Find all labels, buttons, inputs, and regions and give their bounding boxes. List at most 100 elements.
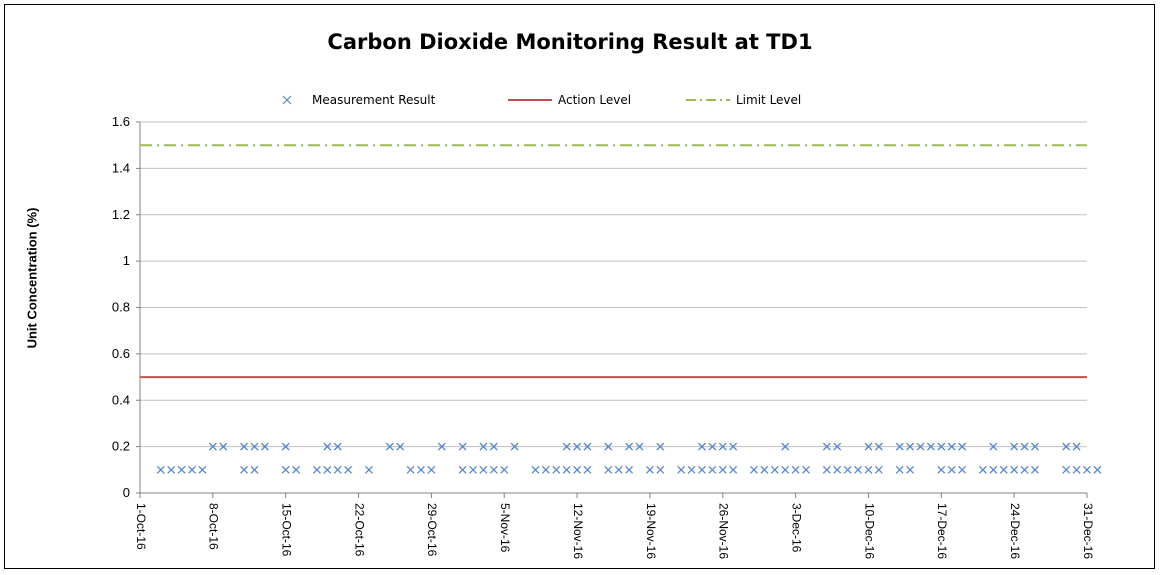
data-point [781,465,790,474]
data-point [260,442,269,451]
data-point [489,465,498,474]
legend-label-measurement: Measurement Result [312,93,436,107]
data-point [188,465,196,474]
data-point [417,465,425,474]
data-point [250,442,259,451]
data-point [573,465,582,474]
data-point [677,465,686,474]
data-point [333,465,342,474]
data-point [906,442,915,451]
y-tick-label: 0.6 [112,346,130,361]
data-point [427,465,436,474]
data-point [500,465,509,474]
y-tick-label: 1.6 [112,114,130,129]
data-point [729,442,738,451]
x-tick-label: 12-Nov-16 [571,503,585,559]
data-point [708,442,717,451]
chart-title: Carbon Dioxide Monitoring Result at TD1 [327,30,813,54]
data-point [552,465,561,474]
x-tick-label: 1-Oct-16 [134,503,148,550]
x-tick-label: 15-Oct-16 [280,503,294,557]
legend-marker-x-icon [282,95,292,105]
data-point [281,442,290,451]
data-point [541,465,550,474]
data-point [292,465,301,474]
data-point [989,465,998,474]
x-tick-label: 10-Dec-16 [862,503,876,559]
data-point [656,465,665,474]
data-point [687,465,696,474]
data-point [729,465,738,474]
data-point [937,465,946,474]
data-point [926,442,935,451]
data-point [469,465,477,474]
data-point [479,442,488,451]
data-point [604,442,613,451]
data-point [1010,465,1019,474]
y-tick-label: 1.4 [112,160,130,175]
data-point [843,465,852,474]
data-point [822,465,831,474]
data-point [854,465,863,474]
data-point [240,465,249,474]
x-tick-label: 3-Dec-16 [789,503,803,553]
data-point [479,465,488,474]
data-point [906,465,915,474]
data-point [198,465,207,474]
data-point [177,465,186,474]
data-point [385,442,394,451]
data-point [999,465,1008,474]
x-tick-label: 29-Oct-16 [425,503,439,557]
data-point [697,442,706,451]
y-tick-label: 0.8 [112,300,130,315]
x-tick-label: 22-Oct-16 [352,503,366,557]
data-point [562,465,571,474]
data-point [635,442,644,451]
data-point [874,465,883,474]
data-point [364,465,373,474]
data-point [958,442,967,451]
data-point [604,465,613,474]
data-point [323,442,332,451]
data-point [822,442,831,451]
data-point [510,442,519,451]
legend-line-solid-icon [508,99,552,101]
data-point [1010,442,1019,451]
y-tick-label: 0 [123,485,130,500]
y-tick-label: 0.4 [112,392,130,407]
data-point [458,465,467,474]
x-tick-label: 31-Dec-16 [1081,503,1095,559]
data-point [406,465,415,474]
data-point [1031,465,1039,474]
y-tick-label: 1.2 [112,207,130,222]
data-point [916,442,925,451]
data-point [864,465,873,474]
legend-item-limit: Limit Level [686,93,801,107]
legend-line-dashdot-icon [686,99,730,101]
data-point [760,465,769,474]
data-point [947,442,956,451]
data-point [1062,465,1071,474]
data-point [489,442,498,451]
data-point [989,442,998,451]
y-tick-label: 1 [123,253,130,268]
data-point [697,465,706,474]
data-point [614,465,623,474]
data-point [156,465,165,474]
data-point [718,442,727,451]
data-point [281,465,290,474]
data-point [645,465,654,474]
data-point [583,465,592,474]
data-point [1020,442,1029,451]
data-point [937,442,946,451]
x-tick-label: 24-Dec-16 [1008,503,1022,559]
data-point [895,465,904,474]
data-point [1083,465,1091,474]
data-point [802,465,810,474]
x-tick-label: 5-Nov-16 [498,503,512,553]
data-point [718,465,727,474]
data-point [978,465,987,474]
data-point [708,465,717,474]
data-point [625,442,634,451]
